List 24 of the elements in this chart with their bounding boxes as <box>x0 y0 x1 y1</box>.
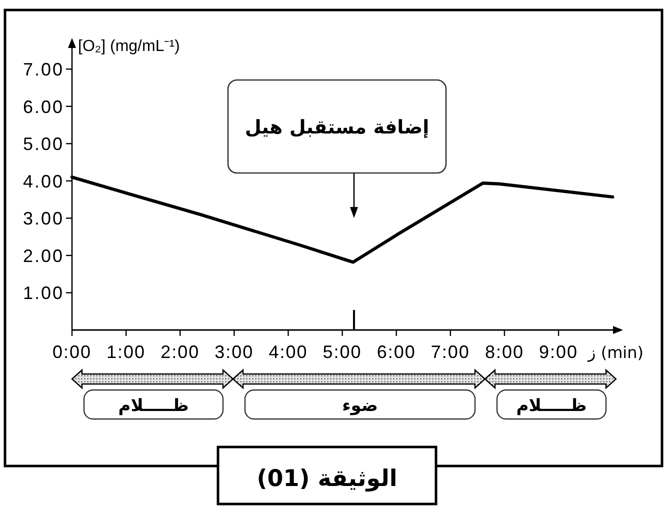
x-tick-label: 1:00 <box>106 342 146 362</box>
y-axis-title: [O₂] (mg/mL⁻¹) <box>78 38 180 55</box>
text: ظـــــلام <box>118 396 189 416</box>
x-tick-label: 9:00 <box>539 342 578 362</box>
x-tick-label: 4:00 <box>268 342 308 362</box>
text: ضوء <box>342 396 378 416</box>
x-axis-title: ز (min) <box>587 343 644 362</box>
text: ظـــــلام <box>516 396 587 416</box>
x-tick-label: 2:00 <box>160 342 200 362</box>
x-tick-label: 8:00 <box>484 342 524 362</box>
y-tick-label: 2.00 <box>22 246 64 266</box>
y-tick-label: 5.00 <box>22 134 64 154</box>
y-tick-label: 1.00 <box>22 283 64 304</box>
x-tick-label: 7:00 <box>430 342 470 362</box>
y-tick-label: 4.00 <box>22 171 64 192</box>
x-tick-label: 6:00 <box>376 342 416 362</box>
y-tick-label: 7.00 <box>22 60 64 80</box>
text: الوثيقة (01) <box>256 466 398 492</box>
x-tick-label: 3:00 <box>214 342 254 362</box>
annotation: إضافة مستقبل هيل <box>244 116 430 138</box>
y-tick-label: 3.00 <box>22 208 64 229</box>
y-tick-label: 6.00 <box>22 96 64 117</box>
x-tick-label: 0:00 <box>52 342 92 362</box>
x-tick-label: 5:00 <box>322 342 362 362</box>
